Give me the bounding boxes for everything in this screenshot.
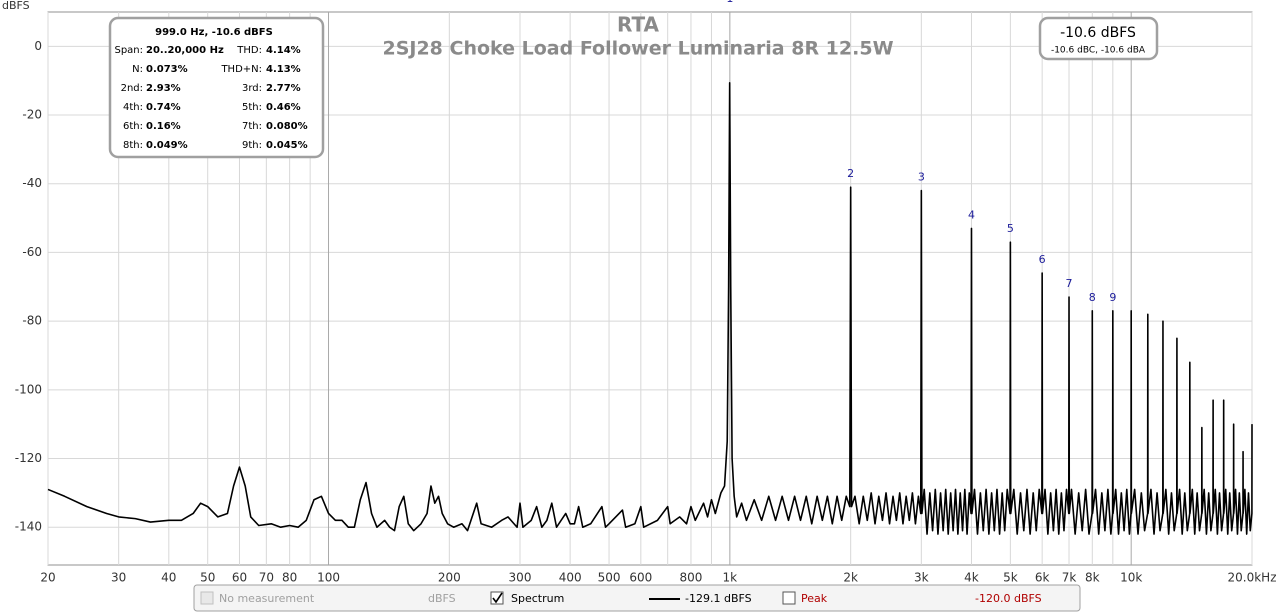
level-sub: -10.6 dBC, -10.6 dBA	[1051, 46, 1146, 56]
readout-value: 0.049%	[146, 140, 188, 151]
readout-box	[108, 16, 325, 159]
readout-key: 4th:	[123, 102, 143, 113]
x-tick-label: 300	[509, 571, 532, 585]
readout-key: 3rd:	[242, 83, 262, 94]
x-tick-label: 2k	[843, 571, 858, 585]
level-box	[1038, 16, 1159, 61]
readout-value: 2.77%	[266, 83, 301, 94]
readout-key: 6th:	[123, 121, 143, 132]
harmonic-label: 6	[1039, 253, 1046, 266]
x-tick-label: 100	[317, 571, 340, 585]
x-tick-label: 1k	[723, 571, 738, 585]
y-tick-label: -80	[22, 314, 42, 328]
y-tick-label: -20	[22, 108, 42, 122]
x-tick-label: 80	[282, 571, 297, 585]
x-tick-label: 10k	[1120, 571, 1142, 585]
y-tick-label: -140	[15, 520, 42, 534]
readout-value: 0.74%	[146, 102, 181, 113]
x-tick-label: 40	[161, 571, 176, 585]
readout-value: 4.14%	[266, 45, 301, 56]
readout-value: 4.13%	[266, 64, 301, 75]
harmonic-label: 9	[1109, 291, 1116, 304]
readout-rows: Span: 20..20,000 Hz THD: 4.14% N: 0.073% THD+N…	[114, 45, 307, 151]
x-tick-label: 3k	[914, 571, 929, 585]
x-tick-label: 50	[200, 571, 215, 585]
chart-subtitle: 2SJ28 Choke Load Follower Luminaria 8R 1…	[382, 38, 893, 60]
peak-reading: -120.0 dBFS	[975, 592, 1042, 605]
x-tick-label: 20	[40, 571, 55, 585]
x-tick-label: 500	[598, 571, 621, 585]
x-tick-label: 200	[438, 571, 461, 585]
readout-key: 8th:	[123, 140, 143, 151]
spectrum-label: Spectrum	[511, 592, 564, 605]
readout-header: 999.0 Hz, -10.6 dBFS	[155, 27, 273, 38]
y-tick-label: -100	[15, 382, 42, 396]
harmonic-label: 2	[847, 167, 854, 180]
readout-value: 2.93%	[146, 83, 181, 94]
x-tick-label: 70	[259, 571, 274, 585]
x-tick-label: 30	[111, 571, 126, 585]
readout-key: 2nd:	[121, 83, 143, 94]
readout-key: 7th:	[242, 121, 262, 132]
readout-key: Span:	[114, 45, 143, 56]
x-tick-label: 20.0kHz	[1228, 571, 1276, 585]
peak-label: Peak	[801, 592, 828, 605]
harmonic-label: 8	[1089, 291, 1096, 304]
peak-checkbox[interactable]	[782, 591, 796, 605]
readout-value: 0.46%	[266, 102, 301, 113]
readout-value: 0.16%	[146, 121, 181, 132]
readout-value: 0.080%	[266, 121, 308, 132]
chart-title: RTA	[617, 13, 660, 37]
readout-value: 0.045%	[266, 140, 308, 151]
spectrum-reading: -129.1 dBFS	[685, 592, 752, 605]
readout-key: 5th:	[242, 102, 262, 113]
harmonic-label: 7	[1066, 277, 1073, 290]
check-mark	[492, 592, 503, 604]
x-tick-label: 4k	[964, 571, 979, 585]
x-tick-label: 8k	[1085, 571, 1100, 585]
y-tick-label: -120	[15, 451, 42, 465]
x-tick-label: 800	[680, 571, 703, 585]
readout-value: 20..20,000 Hz	[146, 45, 224, 56]
spectrum-line	[47, 81, 1253, 535]
level-main: -10.6 dBFS	[1060, 25, 1136, 41]
no-measurement-label: No measurement	[219, 592, 315, 605]
readout-key: THD+N:	[220, 64, 262, 75]
y-tick-label: -60	[22, 245, 42, 259]
y-tick-label: -40	[22, 176, 42, 190]
no-measurement-checkbox	[200, 591, 214, 605]
readout-value: 0.073%	[146, 64, 188, 75]
harmonic-label: 1	[726, 0, 733, 5]
x-tick-label: 400	[559, 571, 582, 585]
no-measurement-reading: dBFS	[428, 592, 456, 605]
x-tick-label: 600	[629, 571, 652, 585]
readout-key: 9th:	[242, 140, 262, 151]
x-tick-label: 6k	[1035, 571, 1050, 585]
x-tick-label: 5k	[1003, 571, 1018, 585]
x-tick-label: 7k	[1062, 571, 1077, 585]
y-axis-label: dBFS	[2, 0, 30, 12]
harmonic-label: 3	[918, 171, 925, 184]
y-tick-label: 0	[34, 39, 42, 53]
legend-bar	[193, 584, 1081, 612]
readout-key: THD:	[236, 45, 262, 56]
harmonic-label: 4	[968, 208, 975, 221]
harmonic-label: 5	[1007, 222, 1014, 235]
readout-key: N:	[132, 64, 143, 75]
x-tick-label: 60	[232, 571, 247, 585]
plot	[47, 81, 1253, 535]
